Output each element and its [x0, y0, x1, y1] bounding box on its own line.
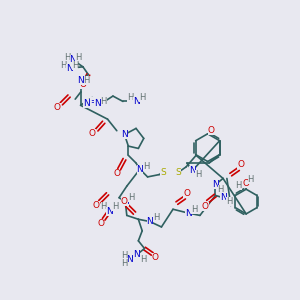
Text: O: O [97, 219, 104, 228]
Text: N: N [106, 207, 112, 216]
Text: N: N [70, 56, 76, 64]
Text: O: O [183, 189, 190, 198]
Text: O: O [92, 201, 100, 210]
Text: S: S [160, 168, 166, 177]
Text: H: H [75, 53, 82, 62]
Text: H: H [153, 213, 159, 222]
Text: N: N [122, 197, 129, 206]
Text: N: N [185, 208, 192, 217]
Text: S: S [176, 168, 181, 177]
Text: H: H [64, 53, 71, 62]
Text: H: H [218, 185, 224, 194]
Text: H: H [191, 205, 198, 214]
Text: H: H [139, 93, 146, 102]
Text: H: H [72, 61, 78, 70]
Text: N: N [189, 166, 196, 175]
Text: N: N [133, 97, 140, 106]
Text: O: O [152, 253, 159, 262]
Text: O: O [121, 197, 128, 206]
Text: N: N [136, 165, 143, 174]
Text: H: H [248, 176, 254, 184]
Text: N: N [83, 99, 90, 108]
Text: N: N [77, 76, 84, 85]
Text: O: O [208, 126, 215, 135]
Text: H: H [235, 181, 242, 190]
Text: O: O [202, 202, 209, 211]
Text: H: H [128, 93, 134, 102]
Text: O: O [80, 80, 86, 89]
Text: H: H [112, 202, 119, 211]
Text: H: H [143, 162, 149, 171]
Text: H: H [226, 197, 232, 206]
Text: =: = [90, 97, 96, 106]
Text: N: N [126, 255, 133, 264]
Text: H: H [100, 97, 107, 106]
Text: H: H [195, 170, 202, 179]
Text: N: N [212, 180, 219, 189]
Text: N: N [134, 250, 140, 259]
Text: O: O [243, 178, 250, 188]
Text: N: N [220, 193, 226, 202]
Text: O: O [54, 103, 61, 112]
Text: H: H [61, 61, 67, 70]
Text: O: O [113, 169, 120, 178]
Text: N: N [94, 99, 101, 108]
Text: N: N [121, 130, 128, 139]
Text: H: H [84, 76, 90, 85]
Text: N: N [146, 217, 153, 226]
Text: H: H [121, 259, 128, 268]
Text: H: H [100, 202, 107, 211]
Text: O: O [237, 160, 244, 169]
Text: H: H [128, 193, 135, 202]
Text: O: O [89, 129, 96, 138]
Text: H: H [140, 255, 146, 264]
Text: H: H [121, 251, 128, 260]
Text: N: N [66, 64, 72, 73]
